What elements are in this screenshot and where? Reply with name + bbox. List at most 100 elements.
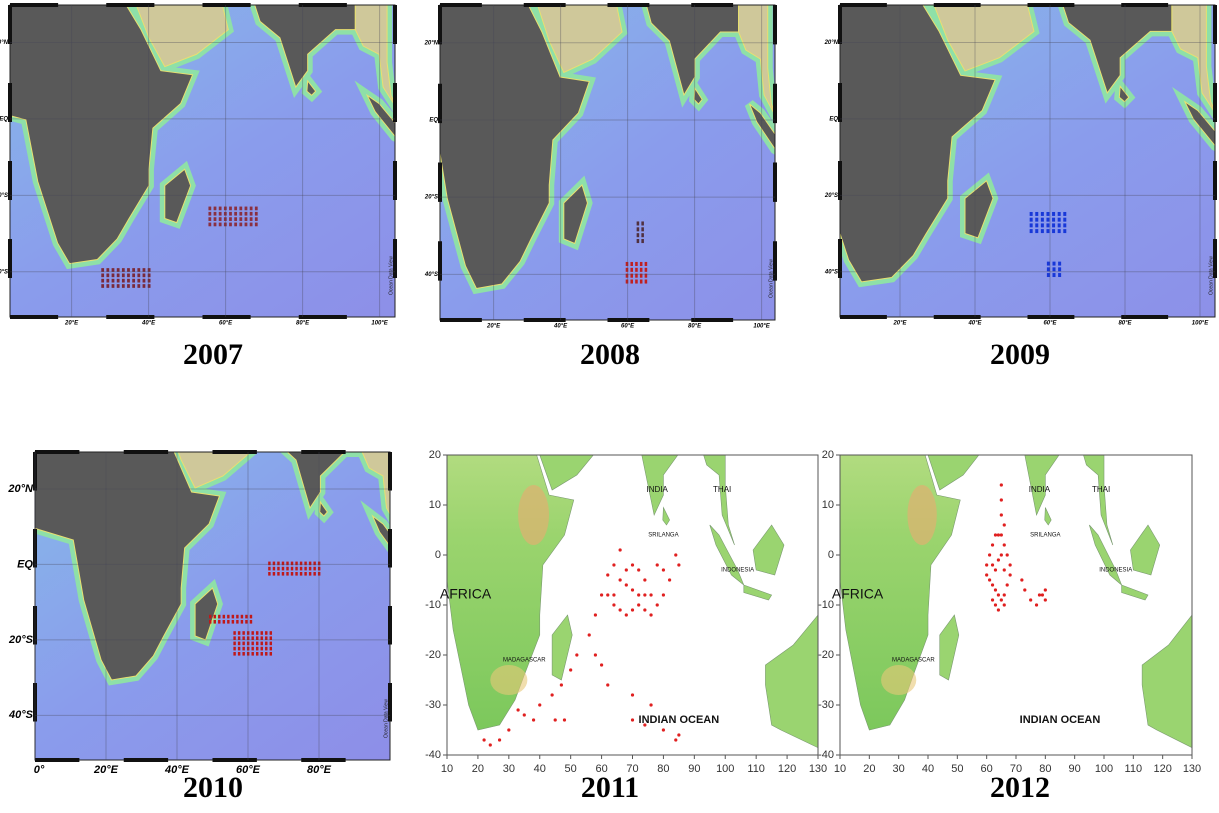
station [523,713,526,716]
station [631,718,634,721]
station-dot [270,631,272,635]
station-dot [1053,273,1056,277]
station-dot [127,273,130,277]
place-label: THAI [1092,485,1110,494]
station [674,553,677,556]
station-dot [242,647,244,651]
station [551,693,554,696]
station-dot [265,647,267,651]
year-caption: 2011 [581,771,639,804]
land [1004,405,1080,515]
station-dot [635,280,638,284]
station-dot [232,620,234,624]
x-tick-label: 20 [863,763,875,775]
station-dot [245,620,247,624]
year-caption: 2012 [990,771,1050,804]
station-dot [291,567,293,571]
lat-label: 20°N [424,40,439,46]
station [991,583,994,586]
station-dot [637,227,640,231]
station-dot [270,652,272,656]
station-dot [1058,229,1061,233]
station-dot [1030,218,1033,222]
station [1009,573,1012,576]
station-dot [630,268,633,272]
station [677,563,680,566]
land [744,585,772,600]
station-dot [127,284,130,288]
station-dot [256,631,258,635]
lat-label: EQ [429,118,438,124]
station-dot [1041,218,1044,222]
station-dot [122,284,125,288]
station-dot [238,647,240,651]
station-dot [261,631,263,635]
lon-label: 60°E [621,324,635,330]
station-dot [1046,229,1049,233]
station-dot [1047,262,1050,266]
station [985,563,988,566]
station-dot [208,223,211,227]
station [1038,593,1041,596]
station-dot [1063,223,1066,227]
station-dot [261,647,263,651]
station-dot [227,615,229,619]
station [625,613,628,616]
station-dot [282,572,284,576]
y-tick-label: -20 [818,649,834,661]
station [600,593,603,596]
station [619,578,622,581]
x-tick-label: 50 [951,763,963,775]
station [625,568,628,571]
shelf [411,564,442,576]
station-dot [256,652,258,656]
station-dot [265,652,267,656]
station-dot [117,284,120,288]
station [1003,523,1006,526]
station-dot [641,227,644,231]
station-dot [122,279,125,283]
station-dot [645,280,648,284]
station-dot [304,572,306,576]
station-dot [245,615,247,619]
station-dot [1046,218,1049,222]
station [662,568,665,571]
station-dot [250,217,253,221]
station [643,578,646,581]
station [1000,498,1003,501]
land [753,525,784,575]
lon-label: 20°E [486,324,501,330]
lat-label: 20°S [424,195,438,201]
station [994,533,997,536]
y-tick-label: 10 [429,499,441,511]
year-caption: 2009 [990,338,1050,371]
lat-label: EQ [829,116,838,122]
station-dot [255,207,258,211]
x-tick-label: 130 [809,763,827,775]
x-tick-label: 130 [1183,763,1201,775]
station-dot [255,212,258,216]
station [997,533,1000,536]
station-dot [245,223,248,227]
y-tick-label: -40 [425,749,441,761]
land [940,615,959,680]
station-dot [143,284,146,288]
lat-label: 20°S [824,193,838,199]
station-dot [106,279,109,283]
station [631,588,634,591]
land [1045,508,1051,526]
x-tick-label: 80 [657,763,669,775]
lon-label: 80°E [307,764,332,776]
station-dot [270,642,272,646]
station-dot [261,652,263,656]
station-dot [239,207,242,211]
station-dot [286,567,288,571]
station [532,718,535,721]
station [606,683,609,686]
credit: Ocean Data View [388,256,394,295]
station [643,608,646,611]
station-dot [229,207,232,211]
station-dot [630,262,633,266]
station-dot [214,217,217,221]
lon-label: 20°E [64,321,79,327]
